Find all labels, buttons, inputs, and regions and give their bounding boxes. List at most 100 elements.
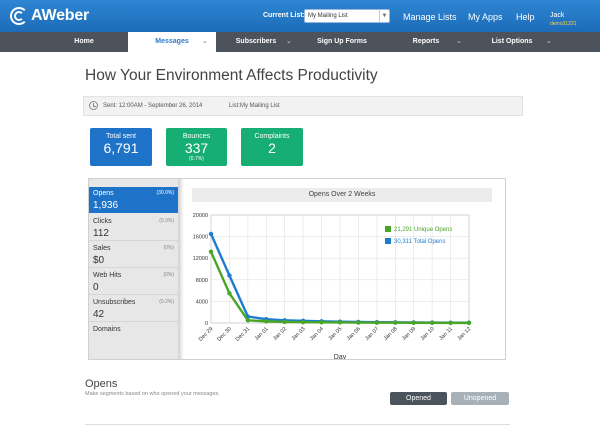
menu-subscribers[interactable]: Subscribers ⌄: [216, 32, 296, 52]
sent-list: List:My Mailing List: [229, 103, 280, 109]
nav-manage-lists[interactable]: Manage Lists: [403, 12, 457, 22]
menu-messages[interactable]: Messages ⌄: [128, 32, 216, 52]
data-point: [337, 320, 343, 325]
data-point: [319, 320, 324, 325]
y-tick-label: 16000: [193, 235, 208, 241]
legend-swatch: [385, 238, 391, 244]
menu-subscribers-label: Subscribers: [235, 38, 277, 45]
chevron-down-icon: ⌄: [202, 38, 208, 45]
x-tick-label: Jan 10: [420, 326, 436, 342]
data-point: [393, 320, 398, 325]
current-list-select[interactable]: My Mailing List ▼: [304, 9, 390, 23]
metric-web-hits-label: Web Hits: [93, 272, 122, 279]
opens-section-title: Opens: [85, 378, 118, 390]
metric-opens-value: 1,936: [93, 200, 119, 211]
data-point: [245, 318, 251, 323]
stat-total-sent-label: Total sent: [106, 133, 136, 140]
legend-label: 21,291 Unique Opens: [394, 227, 452, 233]
menu-home[interactable]: Home: [40, 32, 128, 52]
metric-clicks[interactable]: Clicks (0.3%) 112: [89, 215, 178, 241]
data-point: [300, 319, 306, 325]
stat-complaints-label: Complaints: [254, 133, 290, 140]
stat-bounces-label: Bounces: [182, 133, 211, 140]
aweber-logo[interactable]: AWeber: [10, 7, 89, 25]
legend-label: 30,311 Total Opens: [394, 239, 445, 245]
unopened-segment-button[interactable]: Unopened: [451, 392, 509, 405]
metrics-sidebar: Opens (30.0%) 1,936 Clicks (0.3%) 112 Sa…: [89, 179, 178, 359]
menu-sign-up-forms[interactable]: Sign Up Forms: [300, 32, 384, 52]
metric-sales[interactable]: Sales (0%) $0: [89, 242, 178, 268]
data-point: [227, 291, 232, 296]
data-point: [227, 273, 232, 278]
current-list-value: My Mailing List: [308, 13, 348, 19]
y-tick-label: 20000: [193, 213, 208, 219]
y-tick-label: 8000: [196, 278, 208, 284]
menu-reports-label: Reports: [412, 38, 440, 45]
x-tick-label: Jan 04: [309, 326, 325, 342]
section-divider: [85, 424, 510, 425]
data-point: [411, 320, 416, 325]
metric-clicks-label: Clicks: [93, 218, 112, 225]
stat-bounces-percent: (0.7%): [189, 156, 204, 162]
data-point: [264, 319, 269, 324]
metric-sales-percent: (0%): [163, 245, 174, 251]
metrics-panel: Opens (30.0%) 1,936 Clicks (0.3%) 112 Sa…: [88, 178, 506, 360]
metric-unsubscribes-label: Unsubscribes: [93, 299, 136, 306]
aweber-logo-icon: [10, 7, 28, 25]
menu-reports[interactable]: Reports ⌄: [384, 32, 468, 52]
metric-web-hits-percent: (0%): [163, 272, 174, 278]
page-title: How Your Environment Affects Productivit…: [85, 67, 378, 84]
stat-total-sent-value: 6,791: [103, 140, 139, 156]
sent-info-bar: Sent: 12:00AM - September 26, 2014 List:…: [83, 96, 523, 116]
opens-line-chart: 0 4000 8000 12000 16000 20000 Dec 29 Dec 30 Dec …: [193, 213, 473, 359]
metric-unsubscribes-percent: (0.2%): [159, 299, 174, 305]
x-tick-label: Jan 07: [364, 326, 380, 342]
metric-web-hits[interactable]: Web Hits (0%) 0: [89, 269, 178, 295]
x-tick-label: Dec 31: [235, 326, 252, 343]
metric-domains-label: Domains: [93, 326, 121, 333]
metric-unsubscribes[interactable]: Unsubscribes (0.2%) 42: [89, 296, 178, 322]
opened-segment-button[interactable]: Opened: [390, 392, 447, 405]
chevron-down-icon: ⌄: [546, 38, 552, 45]
stat-bounces-value: 337: [184, 140, 209, 156]
data-point: [356, 320, 361, 325]
data-point: [429, 320, 435, 326]
main-menu: Home Messages ⌄ Subscribers ⌄ Sign Up Form…: [0, 32, 600, 52]
menu-list-options[interactable]: List Options ⌄: [470, 32, 554, 52]
metric-web-hits-value: 0: [93, 282, 99, 293]
chevron-down-icon: ⌄: [286, 38, 292, 45]
nav-help[interactable]: Help: [516, 12, 535, 22]
stat-complaints-value: 2: [268, 140, 276, 156]
stat-total-sent: Total sent 6,791: [90, 128, 152, 166]
metric-sales-value: $0: [93, 255, 105, 266]
data-point: [466, 320, 472, 326]
menu-list-options-label: List Options: [491, 38, 533, 45]
user-name[interactable]: Jack: [550, 12, 565, 19]
data-point: [208, 249, 214, 254]
brand-name: AWeber: [31, 7, 90, 24]
current-list-label: Current List:: [263, 12, 305, 19]
sent-datetime: Sent: 12:00AM - September 26, 2014: [103, 103, 203, 109]
metric-domains[interactable]: Domains: [89, 323, 178, 349]
data-point: [448, 320, 453, 326]
metric-clicks-value: 112: [93, 228, 109, 239]
sidebar-divider: [178, 179, 184, 359]
top-bar: AWeber Current List: My Mailing List ▼ M…: [0, 0, 600, 32]
menu-messages-label: Messages: [155, 38, 189, 45]
x-tick-label: Jan 02: [272, 326, 288, 342]
x-tick-label: Jan 08: [383, 326, 399, 342]
nav-my-apps[interactable]: My Apps: [468, 12, 503, 22]
x-tick-label: Jan 06: [346, 326, 362, 342]
y-tick-label: 4000: [196, 299, 208, 305]
x-tick-label: Dec 30: [216, 326, 233, 343]
y-tick-label: 12000: [193, 256, 208, 262]
x-axis-label: Day: [334, 354, 347, 359]
metric-sales-label: Sales: [93, 245, 111, 252]
chevron-down-icon: ⌄: [456, 38, 462, 45]
x-tick-label: Jan 03: [291, 326, 307, 342]
x-tick-label: Jan 12: [456, 326, 472, 342]
stat-complaints: Complaints 2: [241, 128, 303, 166]
x-tick-label: Jan 09: [401, 326, 417, 342]
metric-opens[interactable]: Opens (30.0%) 1,936: [89, 187, 178, 213]
x-tick-label: Jan 05: [327, 326, 343, 342]
